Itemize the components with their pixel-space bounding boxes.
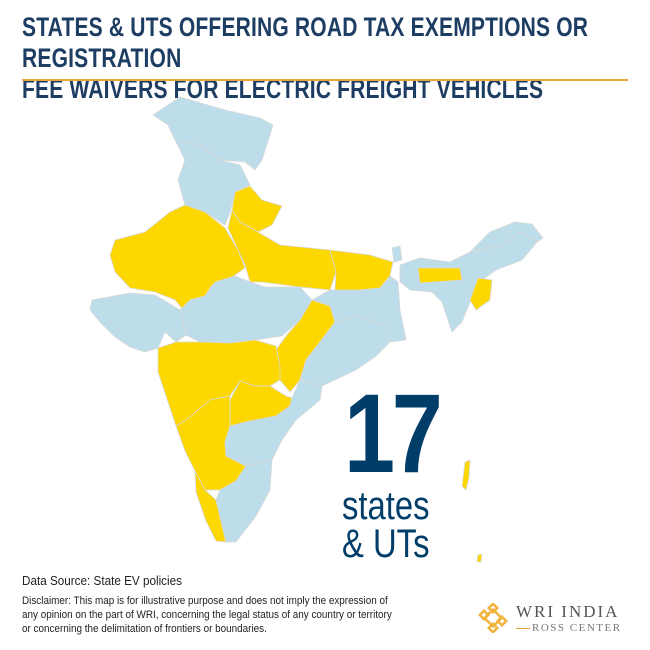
region-tamil-nadu [215,459,273,543]
region-assam [399,231,538,333]
region-kerala [194,470,227,543]
region-gujarat [89,292,187,353]
stat-label-uts: & UTs [342,522,430,566]
data-source: Data Source: State EV policies [22,573,182,588]
region-himachal-punjab-haryana [174,139,251,226]
logo-knot-icon [478,603,508,633]
stat-count: 17 [344,371,443,496]
region-nicobar-islands [476,553,483,563]
region-andaman-islands [461,459,471,491]
wri-india-logo: WRI INDIA ROSS CENTER [478,595,633,641]
region-sikkim [391,245,403,263]
title-line-1: STATES & UTS OFFERING ROAD TAX EXEMPTION… [22,12,589,73]
logo-line-1: WRI INDIA [516,602,620,621]
region-arunachal-pradesh [469,221,544,253]
region-andhra-pradesh [224,379,323,467]
region-manipur [469,277,493,311]
disclaimer: Disclaimer: This map is for illustrative… [22,595,392,635]
stat-label-states: states [342,484,430,528]
region-meghalaya [417,267,463,284]
region-odisha [299,315,391,387]
logo-line-2: ROSS CENTER [516,622,622,634]
logo-accent-line [516,627,530,629]
region-rajasthan [109,204,246,313]
logo-line-2-text: ROSS CENTER [532,622,622,634]
title-divider [22,79,628,81]
